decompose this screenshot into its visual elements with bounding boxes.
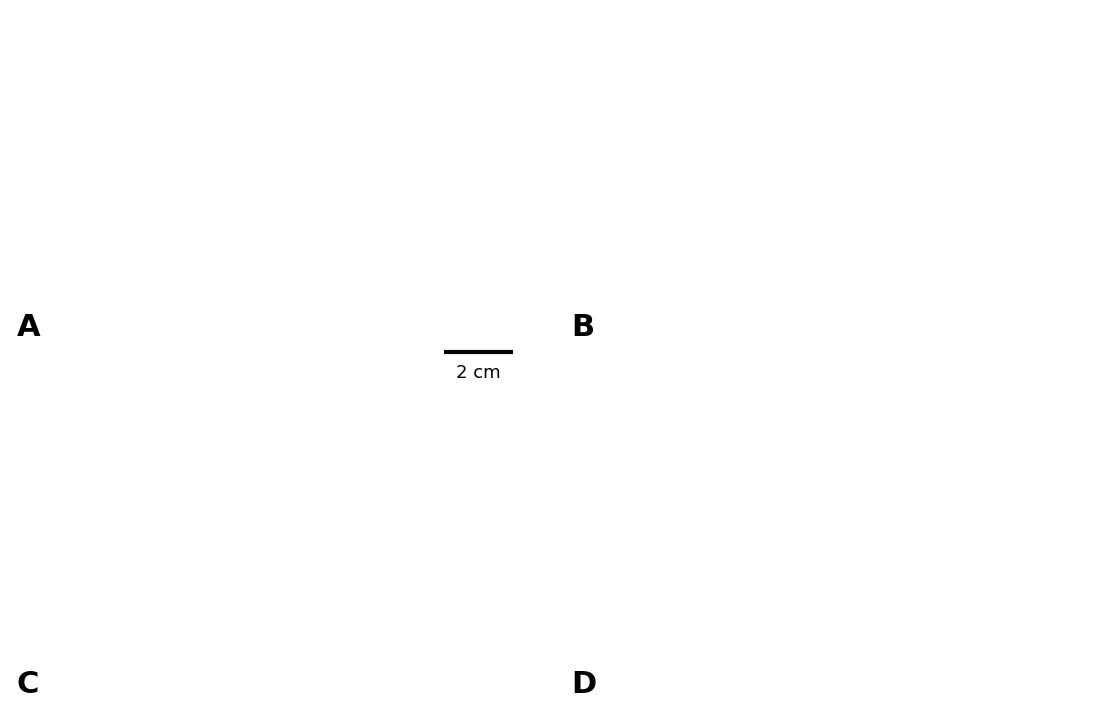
Text: B: B bbox=[572, 313, 595, 342]
Text: C: C bbox=[17, 670, 39, 699]
Text: 2 cm: 2 cm bbox=[456, 364, 501, 381]
Text: A: A bbox=[17, 313, 40, 342]
Text: D: D bbox=[572, 670, 597, 699]
